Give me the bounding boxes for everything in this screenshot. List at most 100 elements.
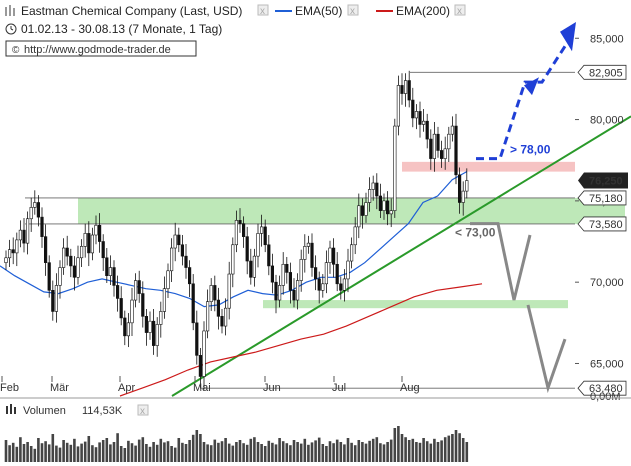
volume-bar xyxy=(33,448,37,462)
candle-body xyxy=(134,280,138,301)
support-zone xyxy=(263,300,568,309)
volume-bar xyxy=(299,443,303,462)
bearish-scenario-path xyxy=(526,304,567,394)
volume-bar xyxy=(220,441,224,462)
volume-bar xyxy=(155,444,159,462)
candle-body xyxy=(137,280,141,294)
date-range: 01.02.13 - 30.08.13 (7 Monate, 1 Tag) xyxy=(21,22,222,36)
candle-body xyxy=(281,263,285,286)
volume-bar xyxy=(346,438,350,462)
candle-body xyxy=(144,316,149,333)
volume-bar xyxy=(227,443,231,462)
volume-bar xyxy=(415,442,418,462)
price-level-label: 82,905 xyxy=(589,67,623,79)
volume-bar xyxy=(159,438,163,462)
arrow-icon xyxy=(524,77,539,96)
volume-bar xyxy=(433,438,436,462)
volume-bar xyxy=(317,437,321,462)
volume-bar xyxy=(58,447,62,462)
volume-value: 114,53K xyxy=(82,405,123,417)
volume-bar xyxy=(19,437,22,462)
copyright-icon: © xyxy=(12,45,20,56)
volume-bar xyxy=(375,437,379,462)
candle-body xyxy=(231,244,235,275)
candle-body xyxy=(378,195,383,211)
candle-body xyxy=(198,355,203,377)
volume-bar xyxy=(339,442,343,462)
volume-bar xyxy=(94,447,98,462)
candle-body xyxy=(72,265,76,278)
candle-body xyxy=(51,290,55,312)
ema50-legend-label: EMA(50) xyxy=(295,4,342,18)
volume-bar xyxy=(166,441,170,462)
candle-body xyxy=(242,223,246,237)
clock-icon xyxy=(5,23,17,35)
volume-bar xyxy=(393,428,397,462)
svg-text:x: x xyxy=(140,406,145,417)
candle-body xyxy=(403,80,408,94)
support-zone xyxy=(78,197,625,224)
volume-label: Volumen xyxy=(23,405,66,417)
volume-bar xyxy=(371,438,375,462)
candle-body xyxy=(267,244,271,267)
candle-body xyxy=(98,224,102,242)
volume-bar xyxy=(235,442,238,462)
volume-bar xyxy=(425,441,429,462)
candle-body xyxy=(396,85,401,127)
volume-bar xyxy=(461,438,465,462)
volume-bar xyxy=(332,443,335,462)
volume-bar xyxy=(296,442,299,462)
volume-bar xyxy=(292,440,296,462)
close-icon[interactable]: x xyxy=(347,4,359,17)
price-level-tag xyxy=(577,190,627,206)
volume-bar xyxy=(55,445,58,462)
candle-body xyxy=(33,202,37,208)
source-url[interactable]: http://www.godmode-trader.de xyxy=(24,44,171,56)
volume-bar xyxy=(289,445,292,462)
volume-bar xyxy=(177,438,181,462)
volume-bar xyxy=(163,442,166,462)
candle-body xyxy=(450,125,455,135)
candle-body xyxy=(249,260,253,278)
candle-body xyxy=(342,278,347,291)
ema200-legend-label: EMA(200) xyxy=(396,4,450,18)
candle-body xyxy=(162,288,167,312)
candle-body xyxy=(353,226,357,246)
candle-body xyxy=(288,272,293,291)
volume-bar xyxy=(357,440,361,462)
volume-bar xyxy=(353,445,357,462)
source-url-box xyxy=(5,40,197,57)
volume-bar xyxy=(335,439,339,462)
volume-bar xyxy=(224,438,227,462)
svg-text:x: x xyxy=(260,6,265,17)
candle-body xyxy=(94,224,98,236)
volume-bar xyxy=(256,442,260,462)
volume-bar xyxy=(123,448,127,462)
volume-bar xyxy=(253,437,256,462)
volume-bar xyxy=(73,438,76,462)
volume-bar xyxy=(65,442,69,462)
candle-body xyxy=(360,205,365,216)
candle-body xyxy=(328,247,332,263)
volume-panel: Volumen 114,53K x xyxy=(0,397,631,462)
candle-body xyxy=(461,190,465,203)
candle-body xyxy=(252,255,257,278)
volume-bar xyxy=(112,442,116,462)
volume-bar xyxy=(217,442,220,462)
volume-bar xyxy=(310,442,314,462)
volume-bar xyxy=(4,440,8,462)
candle-body xyxy=(8,249,12,259)
volume-icon xyxy=(6,404,16,414)
close-icon[interactable]: x xyxy=(137,404,149,417)
close-icon[interactable]: x xyxy=(257,4,269,17)
volume-bar xyxy=(458,433,461,462)
candle-body xyxy=(112,267,116,286)
candle-body xyxy=(4,257,8,263)
bullish-scenario-path xyxy=(476,40,570,161)
volume-bar xyxy=(148,446,152,462)
candle-body xyxy=(349,244,354,262)
close-icon[interactable]: x xyxy=(454,4,466,17)
volume-bar xyxy=(407,440,411,462)
candle-body xyxy=(331,247,336,265)
candle-body xyxy=(238,220,242,224)
